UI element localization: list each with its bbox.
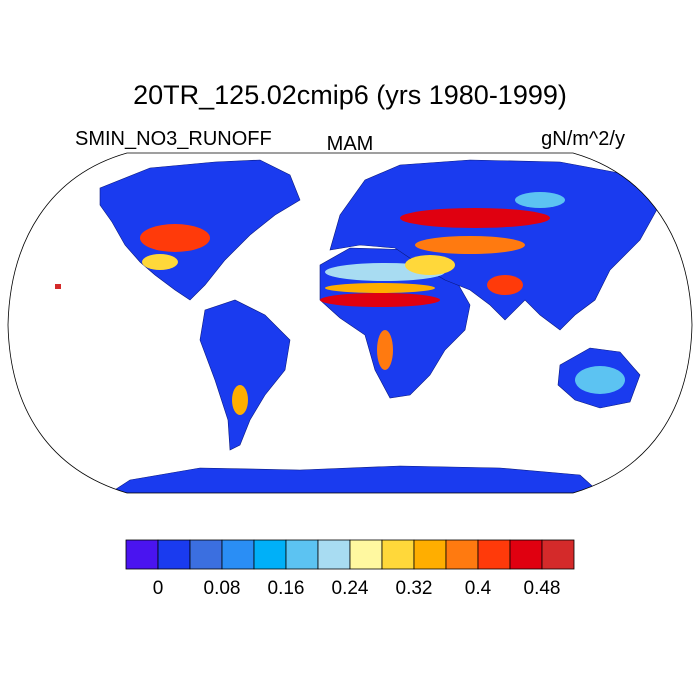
field-patch [325,283,435,293]
colorbar-label: 0.24 [332,578,369,599]
colorbar-box [349,539,383,570]
landmass [199,299,291,451]
colorbar-label: 0.4 [465,578,492,599]
field-patch [575,366,625,394]
field-patch [487,275,523,295]
colorbar-box [445,539,479,570]
right-string: gN/m^2/y [541,128,625,150]
landmass [108,465,601,493]
colorbar-label: 0.32 [396,578,433,599]
colorbar-label: 0 [153,578,164,599]
colorbar-box [189,539,223,570]
field-patch [377,330,393,370]
colorbar-box [381,539,415,570]
title: 20TR_125.02cmip6 (yrs 1980-1999) [133,80,567,110]
left-string: SMIN_NO3_RUNOFF [75,128,272,150]
field-patch [140,224,210,252]
colorbar-label: 0.16 [268,578,305,599]
field-patch [142,254,178,270]
colorbar-box [285,539,319,570]
colorbar-box [509,539,543,570]
field-patch [405,255,455,275]
colorbar-box [253,539,287,570]
field-patch [400,208,550,228]
colorbar: 0 0.08 0.16 0.24 0.32 0.4 0.48 [125,539,575,599]
field-patch [232,385,248,415]
colorbar-box [221,539,255,570]
colorbar-label: 0.48 [524,578,561,599]
field-patch [320,293,440,307]
center-string: MAM [327,133,374,155]
colorbar-box [413,539,447,570]
map-outline [7,152,693,494]
map-area [55,159,666,493]
field-patch [515,192,565,208]
field-patch [415,236,525,254]
colorbar-box [541,539,575,570]
colorbar-box [477,539,511,570]
colorbar-label: 0.08 [204,578,241,599]
field-patch [55,284,61,289]
colorbar-box [317,539,351,570]
colorbar-box [157,539,191,570]
colorbar-box [125,539,159,570]
